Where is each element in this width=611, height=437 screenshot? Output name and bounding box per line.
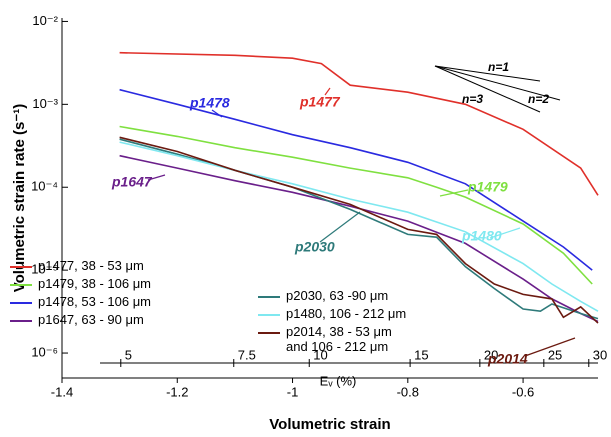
legend-label: p1477, 38 - 53 μm	[38, 258, 144, 273]
series-line	[119, 136, 599, 324]
legend-swatch	[258, 332, 280, 334]
series-line	[119, 88, 593, 271]
legend-swatch	[10, 320, 32, 322]
annotation: p1480	[461, 228, 502, 244]
annotation: p1647	[111, 174, 153, 190]
legend-label: p1647, 63 - 90 μm	[38, 312, 144, 327]
series-line	[119, 125, 593, 285]
annotation: p2014	[487, 351, 528, 367]
x2-tick-label: 20	[484, 347, 498, 362]
x2-tick-label: 7.5	[238, 347, 256, 362]
x2-tick-label: 25	[548, 347, 562, 362]
legend: p1477, 38 - 53 μm p1479, 38 - 106 μm p1478…	[10, 258, 250, 330]
legend-label: p2014, 38 - 53 μm and 106 - 212 μm	[286, 324, 392, 354]
y-tick-label: 10⁻²	[32, 13, 58, 28]
annotation: n=1	[488, 60, 509, 74]
slope-guides	[434, 65, 561, 113]
legend-item: p1477, 38 - 53 μm	[10, 258, 250, 273]
legend: p2030, 63 -90 μm p1480, 106 - 212 μm p2014…	[258, 288, 428, 357]
series-line	[119, 154, 599, 323]
leader-line	[147, 174, 166, 181]
x2-tick-label: 10	[313, 347, 327, 362]
slope-line	[434, 65, 541, 82]
slope-line	[434, 65, 541, 113]
legend-item: p1478, 53 - 106 μm	[10, 294, 250, 309]
legend-swatch	[258, 314, 280, 316]
leader-line	[324, 87, 331, 96]
x2-tick-label: 15	[414, 347, 428, 362]
x-axis-label: Volumetric strain	[269, 416, 390, 433]
x2-tick-label: 5	[125, 347, 132, 362]
annotation: p1477	[299, 94, 341, 110]
x2-tick-label: 30	[593, 347, 607, 362]
series-line	[119, 51, 599, 196]
annotation: n=2	[528, 92, 549, 106]
legend-label: p2030, 63 -90 μm	[286, 288, 389, 303]
y-tick-label: 10⁻³	[32, 96, 58, 111]
legend-item: p2030, 63 -90 μm	[258, 288, 428, 303]
legend-label: p1478, 53 - 106 μm	[38, 294, 152, 309]
y-tick-label: 10⁻⁵	[31, 262, 58, 277]
leader-line	[524, 337, 576, 357]
legend-swatch	[10, 302, 32, 304]
x-tick-label: -0.6	[512, 384, 534, 399]
leader-line	[319, 211, 361, 243]
y-tick-label: 10⁻⁶	[31, 344, 58, 359]
legend-swatch	[10, 266, 32, 268]
legend-swatch	[10, 284, 32, 286]
legend-item: p1647, 63 - 90 μm	[10, 312, 250, 327]
legend-swatch	[258, 296, 280, 298]
x-tick-label: -1	[287, 384, 299, 399]
annotation: p1478	[189, 95, 230, 111]
legend-label: p1479, 38 - 106 μm	[38, 276, 152, 291]
annotation: p1479	[467, 179, 508, 195]
series-line	[119, 141, 599, 312]
slope-line	[434, 65, 561, 101]
legend-item: p1479, 38 - 106 μm	[10, 276, 250, 291]
leader-line	[211, 109, 223, 118]
annotation: n=3	[462, 92, 483, 106]
x-tick-label: -0.8	[397, 384, 419, 399]
x-tick-label: -1.4	[51, 384, 73, 399]
leader-line	[489, 227, 521, 239]
leader-line	[439, 189, 469, 197]
x-tick-label: -1.2	[166, 384, 188, 399]
legend-item: p1480, 106 - 212 μm	[258, 306, 428, 321]
legend-label: p1480, 106 - 212 μm	[286, 306, 407, 321]
legend-item: p2014, 38 - 53 μm and 106 - 212 μm	[258, 324, 428, 354]
x2-axis-label: Eᵥ (%)	[320, 373, 357, 388]
annotation: p2030	[294, 239, 335, 255]
y-tick-label: 10⁻⁴	[31, 179, 58, 194]
y-axis-label: Volumetric strain rate (s⁻¹)	[11, 104, 28, 293]
